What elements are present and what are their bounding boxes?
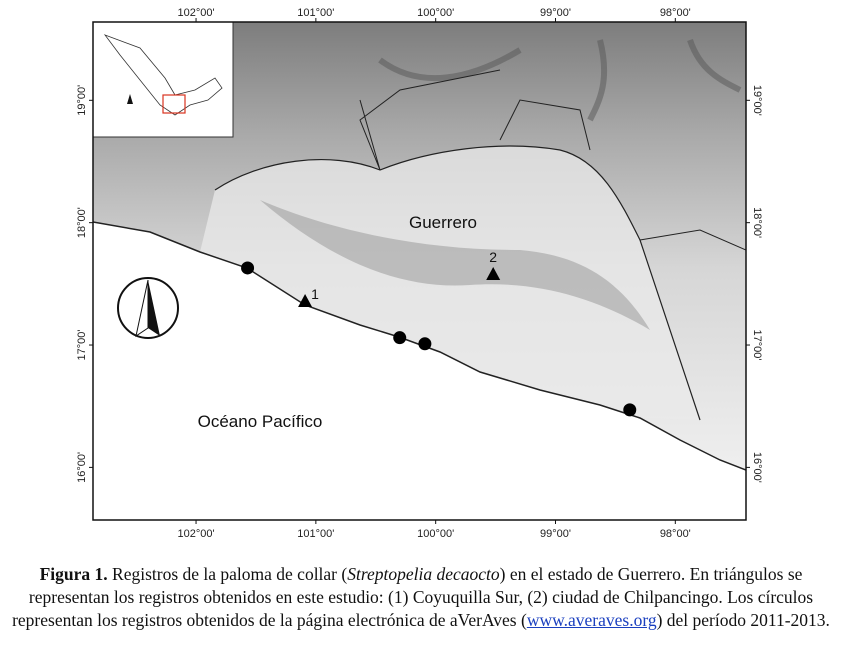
- x-tick-label: 100°00': [417, 7, 454, 19]
- y-tick-label: 19°00': [76, 85, 88, 116]
- y-tick-label: 18°00': [751, 207, 763, 238]
- inset-box: [162, 94, 186, 114]
- record-label: 1: [311, 286, 319, 302]
- record-circle: [393, 331, 407, 345]
- record-circle: [241, 261, 255, 275]
- x-tick-label: 98°00': [660, 528, 691, 540]
- caption: Figura 1. Registros de la paloma de coll…: [10, 563, 832, 632]
- record-label: 2: [489, 249, 497, 265]
- record-circle: [623, 403, 637, 417]
- y-tick-label: 17°00': [76, 330, 88, 361]
- x-tick-label: 98°00': [660, 7, 691, 19]
- state-label: Guerrero: [409, 213, 477, 232]
- map: Guerrero Océano Pacífico 102°00' 102°00' 1…: [76, 7, 763, 540]
- record-triangle: [486, 267, 501, 281]
- caption-text: ) del período 2011-2013.: [656, 610, 830, 630]
- y-tick-label: 17°00': [751, 330, 763, 361]
- y-tick-label: 16°00': [751, 452, 763, 483]
- x-tick-label: 100°00': [417, 528, 454, 540]
- y-tick-label: 16°00': [76, 452, 88, 483]
- y-tick-label: 18°00': [76, 207, 88, 238]
- caption-text: ) en el estado de Guerrero. En triángulo…: [12, 564, 814, 630]
- ocean-label: Océano Pacífico: [198, 412, 323, 431]
- x-tick-label: 101°00': [297, 528, 334, 540]
- y-tick-label: 19°00': [751, 85, 763, 116]
- caption-link[interactable]: www.averaves.org: [526, 610, 657, 630]
- mexico-outline: [103, 34, 223, 116]
- record-triangle: [298, 293, 313, 307]
- caption-figure: Figura 1.: [39, 564, 108, 584]
- x-tick-label: 99°00': [540, 7, 571, 19]
- x-tick-label: 102°00': [177, 7, 214, 19]
- x-tick-label: 99°00': [540, 528, 571, 540]
- record-circle: [418, 337, 432, 351]
- caption-species: Streptopelia decaocto: [347, 564, 500, 584]
- x-tick-label: 101°00': [297, 7, 334, 19]
- caption-text: Registros de la paloma de collar (: [107, 564, 348, 584]
- terrain: [93, 22, 746, 520]
- x-tick-label: 102°00': [177, 528, 214, 540]
- north-arrow: [117, 277, 179, 339]
- map-frame: [92, 21, 747, 521]
